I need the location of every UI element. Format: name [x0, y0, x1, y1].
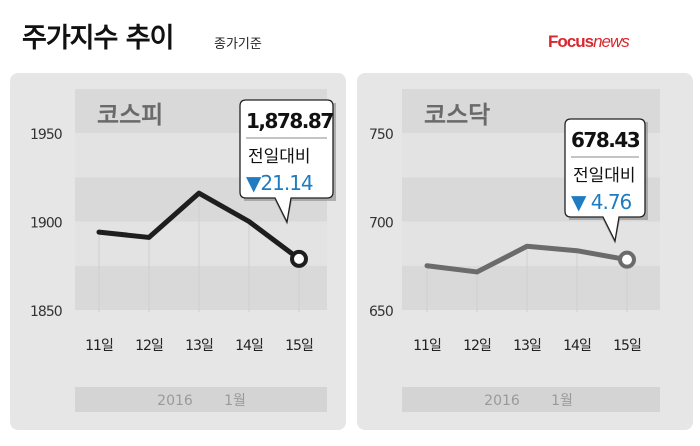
- chart-title: 코스닥: [424, 101, 490, 129]
- callout-label: 전일대비: [573, 166, 636, 186]
- chart-title: 코스피: [97, 101, 163, 129]
- x-axis-bar: [402, 387, 660, 412]
- callout-box: [564, 118, 646, 244]
- x-tick-label: 13일: [513, 338, 541, 354]
- x-tick-label: 11일: [85, 338, 113, 354]
- grid-band: [75, 265, 327, 310]
- y-tick-label: 1850: [30, 304, 62, 320]
- callout-change: ▼21.14: [246, 171, 313, 195]
- logo: Focusnews: [548, 32, 630, 51]
- y-tick-label: 1900: [30, 216, 62, 232]
- y-tick-label: 700: [369, 216, 393, 232]
- page-subtitle: 종가기준: [214, 37, 262, 52]
- y-tick-label: 750: [369, 127, 393, 143]
- callout-value: 1,878.87: [246, 109, 333, 133]
- year-label: 2016: [484, 393, 520, 409]
- callout-label: 전일대비: [248, 147, 311, 167]
- year-label: 2016: [157, 393, 193, 409]
- data-point-last: [290, 249, 308, 268]
- callout-change: ▼ 4.76: [571, 190, 632, 214]
- x-tick-label: 15일: [613, 338, 641, 354]
- y-tick-label: 650: [369, 304, 393, 320]
- grid-band: [402, 265, 660, 310]
- x-tick-label: 14일: [563, 338, 591, 354]
- kosdaq-panel: 코스닥 750 700 650 11일 12일 13일 14일 15일 678.43 전일대비 ▼ 4…: [357, 73, 693, 430]
- x-tick-label: 12일: [135, 338, 163, 354]
- page-title: 주가지수 추이: [22, 23, 174, 54]
- month-label: 1월: [224, 393, 246, 409]
- callout-value: 678.43: [571, 128, 640, 152]
- x-tick-label: 13일: [185, 338, 213, 354]
- x-axis-bar: [75, 387, 327, 412]
- callout-box: [239, 99, 334, 225]
- month-label: 1월: [551, 393, 573, 409]
- kospi-panel: 코스피 1950 1900 1850 11일 12일 13일 14일 15일 1,878.87 전일…: [10, 73, 346, 430]
- x-tick-label: 12일: [463, 338, 491, 354]
- x-tick-label: 11일: [413, 338, 441, 354]
- x-tick-label: 14일: [235, 338, 263, 354]
- grid-band: [75, 221, 327, 266]
- data-point-last: [618, 250, 636, 269]
- x-tick-label: 15일: [285, 338, 313, 354]
- y-tick-label: 1950: [30, 127, 62, 143]
